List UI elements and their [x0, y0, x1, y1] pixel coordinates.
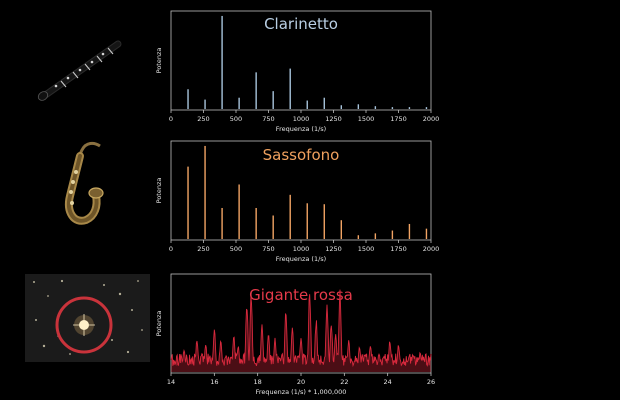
x-tick-label: 500: [230, 245, 242, 253]
x-tick-label: 1000: [293, 245, 310, 253]
x-ticks: 0 250 500 750 1000 1250 1500 1750 2000: [169, 240, 439, 253]
x-tick-label: 26: [427, 378, 435, 386]
plot-frame: [170, 140, 432, 241]
x-tick-label: 22: [340, 378, 348, 386]
x-axis-label: Frequenza (1/s): [276, 125, 326, 133]
x-tick-label: 1750: [390, 245, 407, 253]
x-tick-label: 1250: [325, 115, 342, 123]
chart-title: Sassofono: [263, 146, 340, 164]
x-tick-label: 750: [262, 245, 274, 253]
x-tick-label: 1500: [358, 245, 375, 253]
chart-title: Gigante rossa: [249, 286, 353, 304]
x-tick-label: 250: [197, 115, 209, 123]
x-tick-label: 14: [167, 378, 175, 386]
red-giant-star-image: [25, 274, 150, 362]
y-axis-label: Potenza: [155, 48, 163, 74]
x-tick-label: 20: [297, 378, 305, 386]
x-ticks: 14 16 18 20 22 24 26: [167, 373, 435, 386]
saxophone-illustration: [65, 141, 104, 225]
x-tick-label: 0: [169, 245, 173, 253]
saxophone-spectrum-panel: Sassofono Potenza Frequenza (1/s) 0 250 50…: [155, 140, 439, 263]
x-tick-label: 1000: [293, 115, 310, 123]
x-tick-label: 16: [210, 378, 218, 386]
x-tick-label: 1500: [358, 115, 375, 123]
x-tick-label: 18: [254, 378, 262, 386]
x-tick-label: 750: [262, 115, 274, 123]
x-axis-label: Frequenza (1/s): [276, 255, 326, 263]
x-axis-label: Frequenza (1/s) * 1,000,000: [256, 388, 347, 396]
x-tick-label: 0: [169, 115, 173, 123]
y-axis-label: Potenza: [155, 311, 163, 337]
clarinet-spectrum-panel: Clarinetto Potenza Frequenza (1/s) 0 250 5…: [155, 10, 439, 133]
spectrum-line: [170, 289, 432, 372]
y-axis-label: Potenza: [155, 178, 163, 204]
x-tick-label: 1250: [325, 245, 342, 253]
x-tick-label: 2000: [423, 245, 440, 253]
red-giant-spectrum-panel: Gigante rossa Potenza Frequenza (1/s) * …: [155, 273, 435, 396]
x-tick-label: 250: [197, 245, 209, 253]
spectrum-bars: [187, 15, 428, 109]
clarinet-illustration: [37, 40, 122, 101]
x-tick-label: 24: [384, 378, 392, 386]
spectrum-series-line: [170, 289, 432, 368]
x-tick-label: 500: [230, 115, 242, 123]
x-ticks: 0 250 500 750 1000 1250 1500 1750 2000: [169, 110, 439, 123]
chart-title: Clarinetto: [264, 15, 338, 33]
x-tick-label: 2000: [423, 115, 440, 123]
plot-frame: [170, 10, 432, 111]
spectrum-bars: [187, 145, 428, 239]
x-tick-label: 1750: [390, 115, 407, 123]
